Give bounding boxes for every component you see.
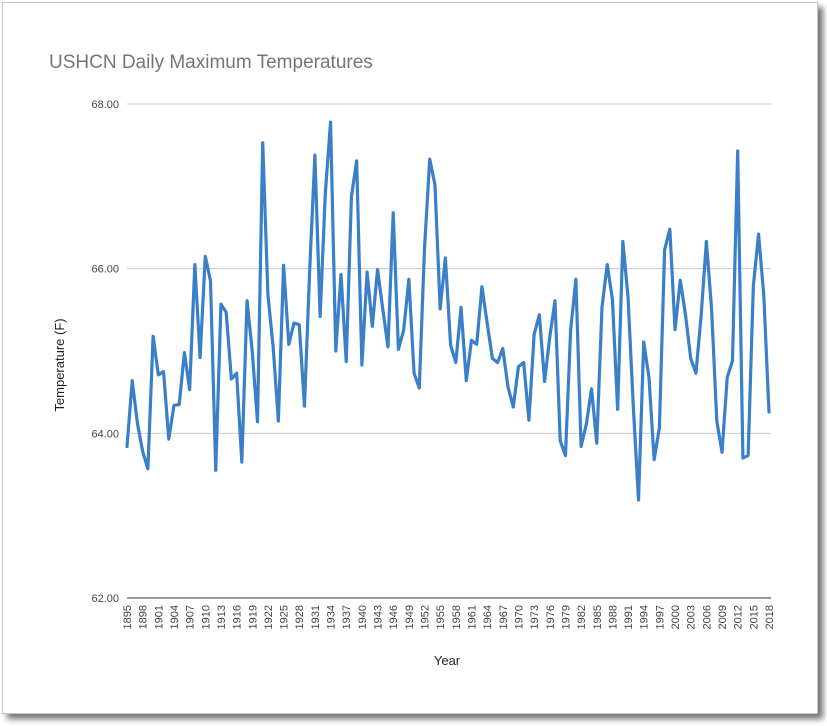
x-tick-label: 1964 xyxy=(482,605,494,629)
chart-frame: USHCN Daily Maximum Temperatures 62.00 64… xyxy=(2,2,818,714)
x-axis-label: Year xyxy=(434,653,461,668)
x-tick-label: 1982 xyxy=(576,605,588,629)
chart-title: USHCN Daily Maximum Temperatures xyxy=(49,52,373,73)
y-axis-label: Temperature (F) xyxy=(52,318,67,411)
x-tick-label: 1913 xyxy=(216,605,228,629)
x-tick-label: 2015 xyxy=(748,605,760,629)
x-tick-label: 1907 xyxy=(185,605,197,629)
gridlines xyxy=(127,103,771,599)
x-tick-label: 1898 xyxy=(138,605,150,629)
x-tick-label: 2003 xyxy=(686,605,698,629)
x-tick-label: 1895 xyxy=(122,605,134,629)
x-tick-label: 1976 xyxy=(545,605,557,629)
x-tick-label: 1901 xyxy=(153,605,165,629)
y-tick-label: 64.00 xyxy=(91,428,119,440)
x-tick-label: 1967 xyxy=(498,605,510,629)
x-tick-label: 1958 xyxy=(451,605,463,629)
x-tick-label: 1925 xyxy=(279,605,291,629)
x-tick-label: 1979 xyxy=(560,605,572,629)
y-tick-label: 66.00 xyxy=(91,264,119,276)
x-tick-label: 1943 xyxy=(373,605,385,629)
x-tick-label: 1946 xyxy=(388,605,400,629)
x-tick-label: 1952 xyxy=(420,605,432,629)
series-line xyxy=(125,120,771,502)
x-tick-label: 1973 xyxy=(529,605,541,629)
x-tick-label: 1931 xyxy=(310,605,322,629)
x-tick-label: 1922 xyxy=(263,605,275,629)
x-tick-label: 1988 xyxy=(607,605,619,629)
x-tick-label: 1997 xyxy=(654,605,666,629)
x-tick-label: 2006 xyxy=(701,605,713,629)
x-tick-label: 1910 xyxy=(200,605,212,629)
x-tick-label: 1904 xyxy=(169,605,181,629)
x-tick-label: 1961 xyxy=(466,605,478,629)
x-tick-label: 1937 xyxy=(341,605,353,629)
x-axis-ticks: 1895 1898 1901 1904 1907 1910 1913 1916 1919 1922… xyxy=(122,605,776,629)
x-tick-label: 1970 xyxy=(513,605,525,629)
x-tick-label: 2012 xyxy=(733,605,745,629)
y-tick-label: 62.00 xyxy=(91,593,119,605)
y-tick-label: 68.00 xyxy=(91,99,119,111)
x-tick-label: 2018 xyxy=(764,605,776,629)
x-tick-label: 1940 xyxy=(357,605,369,629)
x-tick-label: 1991 xyxy=(623,605,635,629)
x-tick-label: 1928 xyxy=(294,605,306,629)
x-tick-label: 2000 xyxy=(670,605,682,629)
y-axis-ticks: 62.00 64.00 66.00 68.00 xyxy=(91,99,119,605)
x-tick-label: 1985 xyxy=(592,605,604,629)
line-chart: USHCN Daily Maximum Temperatures 62.00 64… xyxy=(49,52,776,668)
x-tick-label: 2009 xyxy=(717,605,729,629)
x-tick-label: 1949 xyxy=(404,605,416,629)
x-tick-label: 1955 xyxy=(435,605,447,629)
x-tick-label: 1934 xyxy=(326,605,338,629)
x-tick-label: 1994 xyxy=(639,605,651,629)
x-tick-label: 1916 xyxy=(232,605,244,629)
x-tick-label: 1919 xyxy=(247,605,259,629)
